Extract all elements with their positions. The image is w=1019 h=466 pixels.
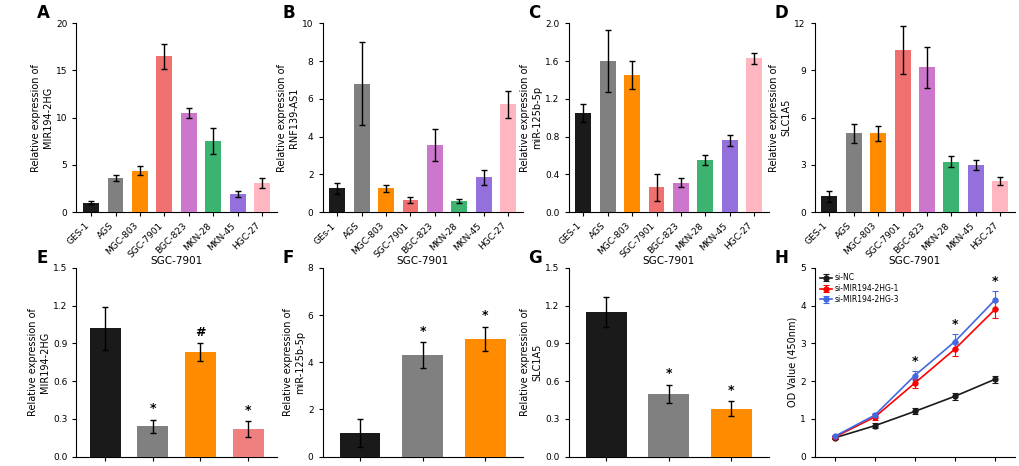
Title: SGC-7901: SGC-7901 [888, 256, 940, 266]
Bar [624, 75, 640, 212]
Text: *: * [482, 309, 488, 322]
Bar [710, 409, 751, 457]
Y-axis label: OD Value (450nm): OD Value (450nm) [787, 317, 797, 407]
Y-axis label: Relative expression of
miR-125b-5p: Relative expression of miR-125b-5p [520, 64, 542, 171]
Text: *: * [245, 404, 251, 417]
Text: #: # [195, 326, 206, 339]
Bar [475, 177, 491, 212]
Bar [721, 140, 737, 212]
Bar [354, 84, 369, 212]
Text: B: B [282, 5, 294, 22]
Bar [845, 133, 861, 212]
Text: C: C [528, 5, 540, 22]
Title: SGC-7901: SGC-7901 [151, 256, 203, 266]
Bar [991, 181, 1007, 212]
Bar [820, 196, 837, 212]
Bar [229, 194, 246, 212]
Bar [599, 61, 615, 212]
Bar [329, 188, 344, 212]
Bar [339, 433, 380, 457]
Text: H: H [774, 249, 788, 267]
Bar [108, 178, 123, 212]
Bar [894, 50, 910, 212]
Legend: si-NC, si-MIR194-2HG-1, si-MIR194-2HG-3: si-NC, si-MIR194-2HG-1, si-MIR194-2HG-3 [817, 272, 900, 306]
Text: *: * [911, 355, 917, 368]
Bar [401, 355, 442, 457]
Text: E: E [37, 249, 48, 267]
Text: *: * [951, 318, 957, 331]
Bar [967, 165, 982, 212]
Bar [378, 188, 393, 212]
Bar [575, 113, 591, 212]
Bar [869, 133, 886, 212]
Bar [697, 160, 712, 212]
Y-axis label: Relative expression of
MIR194-2HG: Relative expression of MIR194-2HG [31, 64, 53, 171]
Bar [499, 104, 516, 212]
Bar [427, 145, 442, 212]
Bar [585, 312, 626, 457]
Text: F: F [282, 249, 293, 267]
Title: SGC-7901: SGC-7901 [396, 256, 448, 266]
Text: *: * [728, 384, 734, 397]
Bar [254, 183, 270, 212]
Bar [450, 201, 467, 212]
Y-axis label: Relative expression of
MIR194-2HG: Relative expression of MIR194-2HG [28, 308, 50, 416]
Text: *: * [150, 403, 156, 416]
Bar [205, 141, 221, 212]
Bar [184, 352, 216, 457]
Text: *: * [664, 367, 672, 380]
Bar [673, 183, 688, 212]
Text: A: A [37, 5, 49, 22]
Bar [918, 68, 934, 212]
Bar [648, 187, 663, 212]
Bar [232, 429, 263, 457]
Text: *: * [990, 275, 998, 288]
Bar [180, 113, 197, 212]
Y-axis label: Relative expression of
miR-125b-5p: Relative expression of miR-125b-5p [282, 308, 305, 416]
Title: SGC-7901: SGC-7901 [642, 256, 694, 266]
Y-axis label: Relative expression of
RNF139-AS1: Relative expression of RNF139-AS1 [276, 64, 299, 171]
Bar [156, 56, 172, 212]
Text: G: G [528, 249, 542, 267]
Bar [90, 329, 120, 457]
Text: *: * [419, 324, 426, 337]
Bar [131, 171, 148, 212]
Text: D: D [774, 5, 788, 22]
Bar [465, 339, 505, 457]
Bar [746, 58, 761, 212]
Bar [648, 394, 689, 457]
Y-axis label: Relative expression of
SLC1A5: Relative expression of SLC1A5 [520, 308, 542, 416]
Bar [943, 162, 959, 212]
Bar [84, 203, 99, 212]
Bar [138, 426, 168, 457]
Bar [403, 200, 418, 212]
Y-axis label: Relative expression of
SLC1A5: Relative expression of SLC1A5 [768, 64, 791, 171]
